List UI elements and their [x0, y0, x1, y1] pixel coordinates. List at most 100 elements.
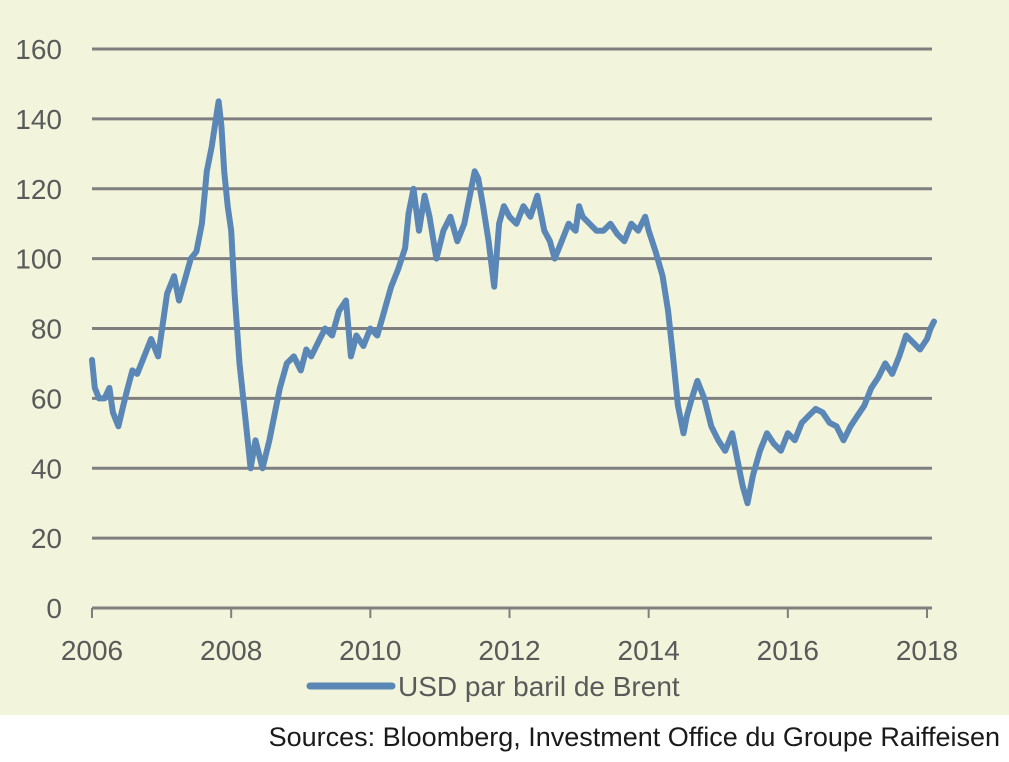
- data-point: [628, 221, 634, 227]
- data-point: [491, 284, 497, 290]
- data-point: [374, 333, 380, 338]
- x-tick-label-2006: 2006: [61, 635, 123, 666]
- data-point: [102, 395, 107, 401]
- data-point: [827, 420, 833, 426]
- data-point: [520, 203, 526, 209]
- data-point: [541, 228, 547, 234]
- data-point: [875, 374, 881, 380]
- data-point: [468, 186, 474, 192]
- y-tick-label-140: 140: [15, 104, 62, 135]
- data-point: [360, 343, 366, 349]
- data-point: [694, 378, 700, 384]
- data-point: [216, 98, 222, 104]
- data-point: [642, 214, 648, 220]
- data-point: [600, 228, 606, 234]
- data-point: [406, 210, 412, 216]
- data-point: [343, 298, 349, 303]
- data-point: [735, 458, 741, 464]
- data-point: [757, 448, 763, 454]
- data-point: [646, 228, 652, 234]
- data-point: [120, 402, 126, 408]
- data-point: [253, 437, 258, 443]
- data-point: [124, 388, 130, 394]
- data-point: [129, 367, 135, 373]
- data-point: [303, 347, 309, 352]
- data-point: [348, 353, 354, 359]
- data-point: [336, 308, 342, 314]
- data-point: [329, 333, 335, 338]
- data-point: [204, 168, 210, 174]
- series-line-0: [89, 98, 937, 507]
- y-tick-label-60: 60: [31, 383, 62, 414]
- data-point: [461, 221, 467, 227]
- data-point: [277, 385, 283, 391]
- y-tick-label-80: 80: [31, 314, 62, 345]
- data-point: [183, 273, 189, 279]
- data-point: [792, 437, 798, 443]
- data-point: [402, 245, 408, 251]
- data-point: [896, 353, 902, 359]
- data-point: [834, 423, 839, 429]
- x-axis-tick-labels: 2006 2008 2010 2012 2014 2016 2018: [61, 635, 958, 666]
- data-point: [534, 193, 540, 199]
- data-point: [778, 448, 784, 454]
- data-point: [552, 256, 558, 262]
- data-point: [689, 395, 695, 401]
- y-axis-tick-labels: 0 20 40 60 80 100 120 140 160: [15, 34, 62, 624]
- data-point: [868, 385, 874, 391]
- y-tick-label-100: 100: [15, 244, 62, 275]
- data-point: [416, 228, 422, 234]
- data-point: [799, 420, 805, 426]
- data-point: [806, 413, 812, 419]
- data-point: [820, 409, 826, 415]
- data-point: [171, 273, 177, 279]
- data-point: [89, 357, 95, 363]
- data-point: [159, 329, 165, 335]
- y-tick-label-0: 0: [46, 593, 62, 624]
- data-point: [298, 367, 304, 373]
- data-point: [486, 238, 492, 244]
- x-tick-label-2016: 2016: [757, 635, 819, 666]
- data-point: [903, 333, 909, 338]
- data-point: [547, 238, 553, 244]
- data-point: [411, 186, 416, 192]
- data-point: [861, 402, 867, 408]
- source-note: Sources: Bloomberg, Investment Office du…: [268, 722, 1000, 752]
- x-tick-label-2008: 2008: [200, 635, 262, 666]
- data-point: [284, 360, 290, 366]
- data-point: [260, 465, 265, 471]
- y-tick-label-160: 160: [15, 34, 62, 65]
- y-tick-label-40: 40: [31, 453, 62, 484]
- data-point: [621, 238, 627, 244]
- data-point: [322, 326, 328, 331]
- data-point: [155, 353, 161, 359]
- data-point: [388, 284, 394, 290]
- data-point: [440, 228, 446, 234]
- data-point: [221, 168, 227, 174]
- data-point: [681, 430, 686, 436]
- data-point: [92, 385, 98, 391]
- data-point: [848, 423, 853, 429]
- chart-panel: 0 20 40 60 80 100 120 140 160 2006 2008 2010 2012 20…: [0, 0, 1009, 715]
- legend-label: USD par baril de Brent: [398, 671, 680, 702]
- data-point: [237, 360, 242, 366]
- data-point: [115, 423, 121, 429]
- data-point: [232, 291, 238, 297]
- data-point: [193, 249, 199, 255]
- data-point: [315, 340, 321, 345]
- data-point: [675, 402, 681, 408]
- data-point: [395, 266, 401, 272]
- data-point: [660, 273, 666, 279]
- data-point: [594, 228, 599, 234]
- data-point: [576, 203, 582, 209]
- data-point: [164, 291, 170, 297]
- data-point: [764, 430, 770, 436]
- data-point: [447, 214, 453, 220]
- data-point: [750, 472, 756, 478]
- data-point: [785, 430, 791, 436]
- data-point: [635, 228, 641, 234]
- data-point: [218, 123, 224, 129]
- data-point: [422, 193, 428, 199]
- x-tick-label-2018: 2018: [896, 635, 958, 666]
